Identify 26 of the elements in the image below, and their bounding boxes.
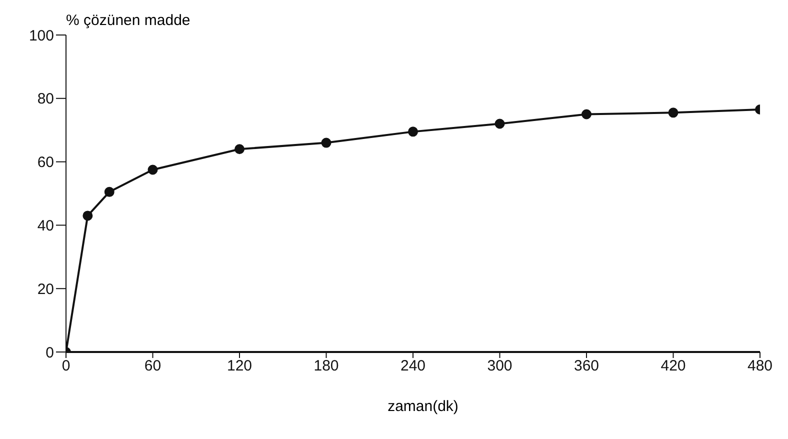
point xyxy=(321,138,332,148)
point xyxy=(234,144,244,154)
y-tick-label: 0 xyxy=(46,344,54,362)
point xyxy=(148,164,158,175)
x-tick-label: 480 xyxy=(747,358,773,375)
point xyxy=(668,108,678,118)
x-tick-label: 120 xyxy=(226,358,252,375)
x-tick-label: 300 xyxy=(487,358,512,375)
x-tick-label: 420 xyxy=(660,358,686,375)
point xyxy=(494,118,505,129)
y-tick-label: 40 xyxy=(37,218,54,235)
point xyxy=(408,126,418,137)
x-tick-label: 0 xyxy=(62,358,70,375)
point xyxy=(104,186,114,197)
y-tick-label: 60 xyxy=(37,154,54,172)
x-tick-label: 240 xyxy=(400,358,426,375)
x-tick-label: 360 xyxy=(574,358,600,375)
x-tick-label: 180 xyxy=(314,358,339,375)
y-tick-label: 100 xyxy=(28,27,54,44)
x-axis-title: zaman(dk) xyxy=(388,398,458,415)
x-tick-label: 60 xyxy=(144,358,162,375)
point xyxy=(82,210,93,221)
y-tick-label: 80 xyxy=(37,90,54,108)
point xyxy=(582,109,592,120)
y-axis-title: % çözünen madde xyxy=(66,12,190,29)
y-tick-label: 20 xyxy=(37,280,54,298)
